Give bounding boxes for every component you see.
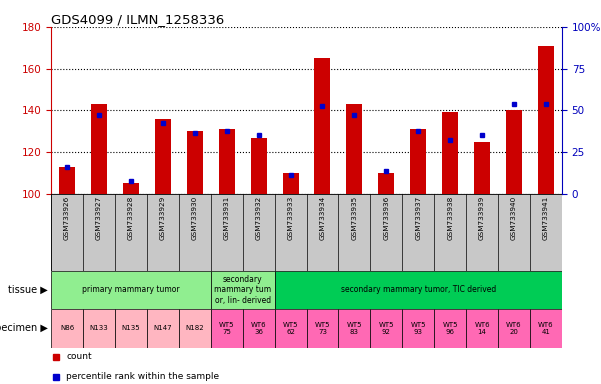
Text: secondary mammary tumor, TIC derived: secondary mammary tumor, TIC derived: [341, 285, 496, 295]
Text: WT6
20: WT6 20: [506, 322, 522, 335]
Text: N182: N182: [186, 325, 204, 331]
Text: GSM733938: GSM733938: [447, 196, 453, 240]
Bar: [211, 271, 275, 309]
Text: WT5
96: WT5 96: [442, 322, 458, 335]
Text: N133: N133: [90, 325, 108, 331]
Text: percentile rank within the sample: percentile rank within the sample: [66, 372, 219, 381]
Bar: [498, 309, 530, 348]
Text: N147: N147: [153, 325, 172, 331]
Text: GDS4099 / ILMN_1258336: GDS4099 / ILMN_1258336: [51, 13, 224, 26]
Bar: [115, 309, 147, 348]
Text: WT5
73: WT5 73: [315, 322, 330, 335]
Text: GSM733934: GSM733934: [320, 196, 326, 240]
Text: GSM733927: GSM733927: [96, 196, 102, 240]
Text: primary mammary tumor: primary mammary tumor: [82, 285, 180, 295]
Bar: [314, 58, 331, 194]
Text: WT6
36: WT6 36: [251, 322, 266, 335]
Text: tissue ▶: tissue ▶: [8, 285, 48, 295]
Text: GSM733929: GSM733929: [160, 196, 166, 240]
Bar: [59, 167, 75, 194]
Bar: [346, 104, 362, 194]
Text: GSM733926: GSM733926: [64, 196, 70, 240]
Text: WT6
41: WT6 41: [538, 322, 554, 335]
Bar: [410, 129, 426, 194]
Bar: [379, 173, 394, 194]
Text: N135: N135: [121, 325, 140, 331]
Bar: [275, 309, 307, 348]
Bar: [83, 309, 115, 348]
Bar: [251, 137, 267, 194]
Bar: [219, 129, 234, 194]
Bar: [538, 46, 554, 194]
Bar: [282, 173, 299, 194]
Text: GSM733940: GSM733940: [511, 196, 517, 240]
Text: GSM733930: GSM733930: [192, 196, 198, 240]
Text: specimen ▶: specimen ▶: [0, 323, 48, 333]
Bar: [211, 309, 243, 348]
Text: WT5
75: WT5 75: [219, 322, 234, 335]
Text: GSM733931: GSM733931: [224, 196, 230, 240]
Text: WT5
83: WT5 83: [347, 322, 362, 335]
Bar: [506, 111, 522, 194]
Text: GSM733936: GSM733936: [383, 196, 389, 240]
Bar: [442, 113, 458, 194]
Bar: [187, 131, 203, 194]
Bar: [179, 309, 211, 348]
Text: WT5
93: WT5 93: [410, 322, 426, 335]
Text: N86: N86: [60, 325, 74, 331]
Text: count: count: [66, 352, 92, 361]
Text: WT5
92: WT5 92: [379, 322, 394, 335]
Bar: [466, 309, 498, 348]
Text: GSM733939: GSM733939: [479, 196, 485, 240]
Bar: [370, 309, 402, 348]
Bar: [530, 309, 562, 348]
Bar: [51, 271, 211, 309]
Text: GSM733932: GSM733932: [255, 196, 261, 240]
Bar: [155, 119, 171, 194]
Text: WT6
14: WT6 14: [474, 322, 490, 335]
Text: GSM733935: GSM733935: [352, 196, 358, 240]
Bar: [123, 184, 139, 194]
Bar: [243, 309, 275, 348]
Text: GSM733928: GSM733928: [128, 196, 134, 240]
Bar: [91, 104, 107, 194]
Text: GSM733941: GSM733941: [543, 196, 549, 240]
Bar: [474, 142, 490, 194]
Text: secondary
mammary tum
or, lin- derived: secondary mammary tum or, lin- derived: [214, 275, 271, 305]
Bar: [434, 309, 466, 348]
Text: GSM733933: GSM733933: [287, 196, 293, 240]
Text: GSM733937: GSM733937: [415, 196, 421, 240]
Bar: [147, 309, 179, 348]
Bar: [402, 309, 435, 348]
Bar: [307, 309, 338, 348]
Bar: [275, 271, 562, 309]
Bar: [338, 309, 370, 348]
Bar: [51, 309, 83, 348]
Text: WT5
62: WT5 62: [283, 322, 298, 335]
